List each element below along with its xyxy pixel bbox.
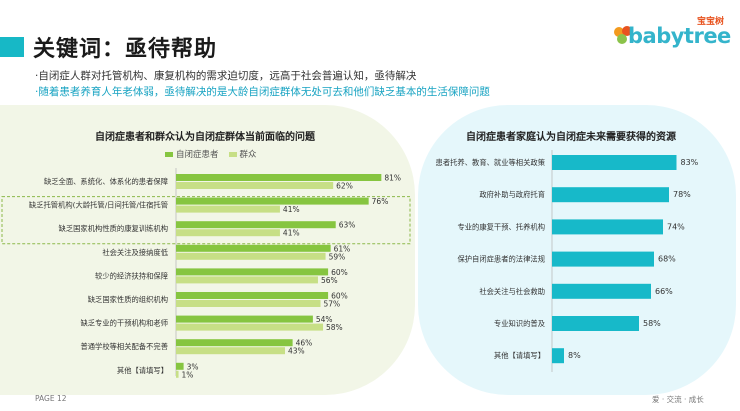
right-category-label: 社会关注与社会救助 <box>479 287 545 296</box>
bar-patient <box>176 315 313 323</box>
left-category-label: 社会关注及接纳度低 <box>102 248 168 257</box>
data-label-public: 1% <box>182 370 194 379</box>
logo-wordmark: babytree <box>628 24 731 48</box>
bar-public <box>176 347 286 355</box>
data-label-patient: 60% <box>331 292 348 301</box>
legend-item-public: 群众 <box>228 148 257 160</box>
bar-public <box>176 252 326 260</box>
data-label-public: 57% <box>323 300 340 309</box>
data-label-patient: 61% <box>334 244 351 253</box>
data-label-patient: 46% <box>296 339 313 348</box>
right-category-label: 专业知识的普及 <box>494 319 546 328</box>
bar-patient <box>176 362 184 370</box>
left-category-label: 缺乏全面、系统化、体系化的患者保障 <box>44 177 168 186</box>
summary-line-1: ·自闭症人群对托管机构、康复机构的需求迫切度，远高于社会普遍认知，亟待解决 <box>35 70 417 82</box>
left-category-label: 缺乏专业的干预机构和老师 <box>80 319 168 328</box>
data-label-resource: 74% <box>667 222 685 231</box>
bar-patient <box>176 268 329 276</box>
bar-resource <box>552 155 677 170</box>
highlight-box <box>1 196 411 245</box>
left-category-label: 普通学校等相关配备不完善 <box>80 342 168 351</box>
data-label-public: 59% <box>329 252 346 261</box>
footer-slogan: 爱 · 交流 · 成长 <box>652 395 704 404</box>
bar-public <box>176 300 321 307</box>
data-label-public: 58% <box>326 323 343 332</box>
data-label-resource: 66% <box>655 287 673 296</box>
logo-mark-icon <box>614 26 632 44</box>
title-accent-bar <box>0 37 24 57</box>
right-category-label: 政府补助与政府托育 <box>479 190 545 199</box>
bar-patient <box>176 339 293 347</box>
bar-resource <box>552 187 669 203</box>
legend-item-patient: 自闭症患者 <box>165 148 219 160</box>
bar-patient <box>176 221 336 229</box>
bar-resource <box>552 251 654 267</box>
data-label-resource: 83% <box>681 158 699 167</box>
right-category-label: 保护自闭症患者的法律法规 <box>457 255 545 264</box>
data-label-public: 62% <box>336 182 353 191</box>
data-label-resource: 78% <box>673 190 691 199</box>
left-category-label: 缺乏托管机构(大龄托管/日间托管/住宿托管 <box>29 201 168 210</box>
bar-patient <box>176 174 382 181</box>
data-label-public: 43% <box>288 347 305 356</box>
data-label-patient: 76% <box>372 197 389 206</box>
summary-line-2: ·随着患者养育人年老体弱，亟待解决的是大龄自闭症群体无处可去和他们缺乏基本的生活… <box>35 86 490 98</box>
data-label-patient: 60% <box>331 268 348 277</box>
right-category-label: 专业的康复干预、托养机构 <box>457 222 545 231</box>
right-category-label: 其他【请填写】 <box>494 351 545 360</box>
bar-public <box>176 276 318 284</box>
data-label-resource: 58% <box>643 319 661 328</box>
bar-resource <box>552 316 639 331</box>
babytree-logo: 宝宝树 babytree <box>612 14 731 54</box>
data-label-resource: 68% <box>658 255 676 264</box>
left-category-label: 缺乏国家机构性质的康复训练机构 <box>59 224 168 233</box>
data-label-patient: 3% <box>187 362 199 371</box>
data-label-public: 41% <box>283 205 300 214</box>
bar-public <box>176 323 324 331</box>
data-label-public: 56% <box>321 276 338 285</box>
bar-public <box>176 182 334 189</box>
data-label-patient: 81% <box>384 174 401 183</box>
left-chart-title: 自闭症患者和群众认为自闭症群体当前面临的问题 <box>95 132 315 143</box>
data-label-public: 41% <box>283 229 300 238</box>
data-label-patient: 63% <box>339 221 356 230</box>
bar-public <box>176 229 280 237</box>
data-label-patient: 54% <box>316 315 333 324</box>
bar-resource <box>552 283 651 299</box>
bar-public <box>176 205 280 213</box>
right-chart-title: 自闭症患者家庭认为自闭症未来需要获得的资源 <box>466 132 676 143</box>
bar-patient <box>176 197 369 205</box>
bar-resource <box>552 219 663 235</box>
data-label-resource: 8% <box>568 351 581 360</box>
right-chart-panel <box>418 105 736 395</box>
left-category-label: 其他【请填写】 <box>117 366 168 375</box>
logo-chinese-name: 宝宝树 <box>696 17 724 27</box>
bar-public <box>176 370 179 378</box>
bar-resource <box>552 348 564 364</box>
left-chart-legend: 自闭症患者 群众 <box>165 148 257 160</box>
left-category-label: 较少的经济扶持和保障 <box>95 271 168 280</box>
left-category-label: 缺乏国家性质的组织机构 <box>88 295 168 304</box>
bar-patient <box>176 292 329 299</box>
bar-patient <box>176 244 331 252</box>
page-number: PAGE 12 <box>35 394 67 403</box>
page-title: 关键词：亟待帮助 <box>33 37 218 62</box>
right-category-label: 患者托养、教育、就业等相关政策 <box>436 158 546 167</box>
